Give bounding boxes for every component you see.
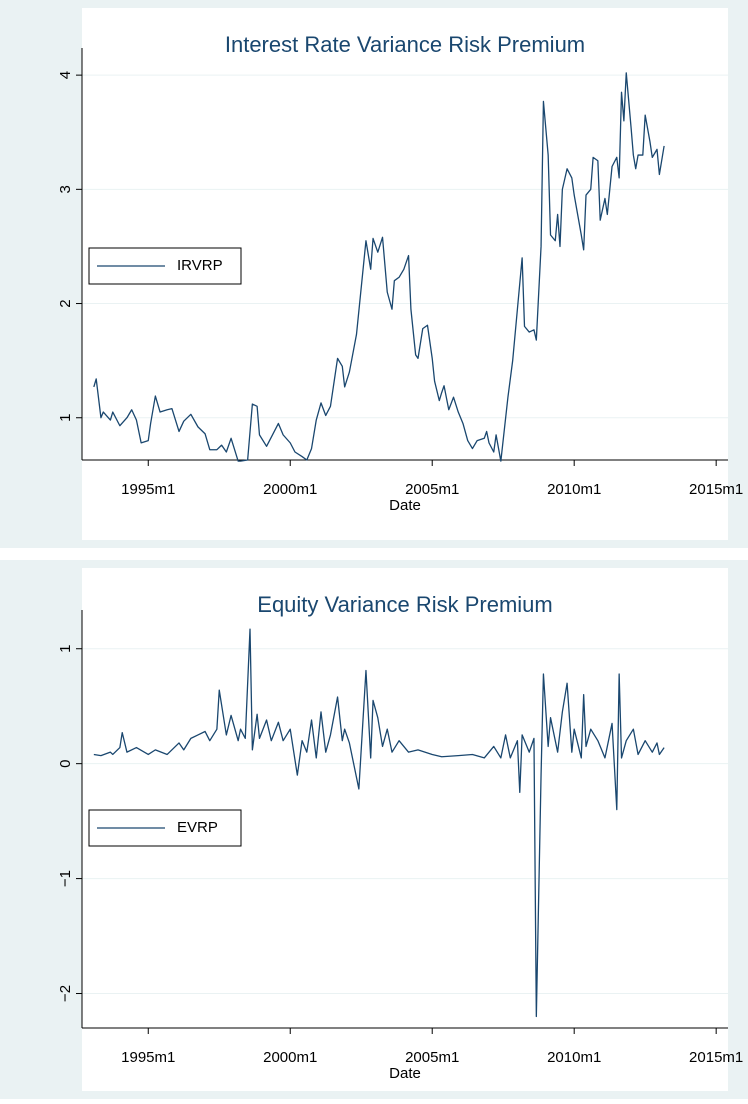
y-tick-label: 0 [57, 759, 74, 767]
chart-title: Equity Variance Risk Premium [257, 592, 552, 617]
x-tick-label: 2000m1 [263, 481, 317, 498]
y-tick-label: 1 [57, 645, 74, 653]
y-tick-label: 3 [57, 185, 74, 193]
x-tick-label: 1995m1 [121, 481, 175, 498]
x-tick-label: 2005m1 [405, 1049, 459, 1066]
y-tick-label: −2 [57, 985, 74, 1002]
x-tick-label: 2000m1 [263, 1049, 317, 1066]
x-axis-label: Date [389, 1065, 421, 1082]
x-tick-label: 2010m1 [547, 481, 601, 498]
x-tick-label: 1995m1 [121, 1049, 175, 1066]
series-line [93, 628, 665, 1018]
x-tick-label: 2015m1 [689, 481, 743, 498]
y-tick-label: −1 [57, 870, 74, 887]
y-tick-label: 2 [57, 299, 74, 307]
legend-label: EVRP [177, 819, 218, 836]
x-tick-label: 2015m1 [689, 1049, 743, 1066]
x-axis-label: Date [389, 497, 421, 514]
chart-title: Interest Rate Variance Risk Premium [225, 32, 585, 57]
y-tick-label: 1 [57, 414, 74, 422]
series-line [93, 72, 665, 462]
legend-label: IRVRP [177, 257, 223, 274]
y-tick-label: 4 [57, 71, 74, 79]
x-tick-label: 2005m1 [405, 481, 459, 498]
x-tick-label: 2010m1 [547, 1049, 601, 1066]
